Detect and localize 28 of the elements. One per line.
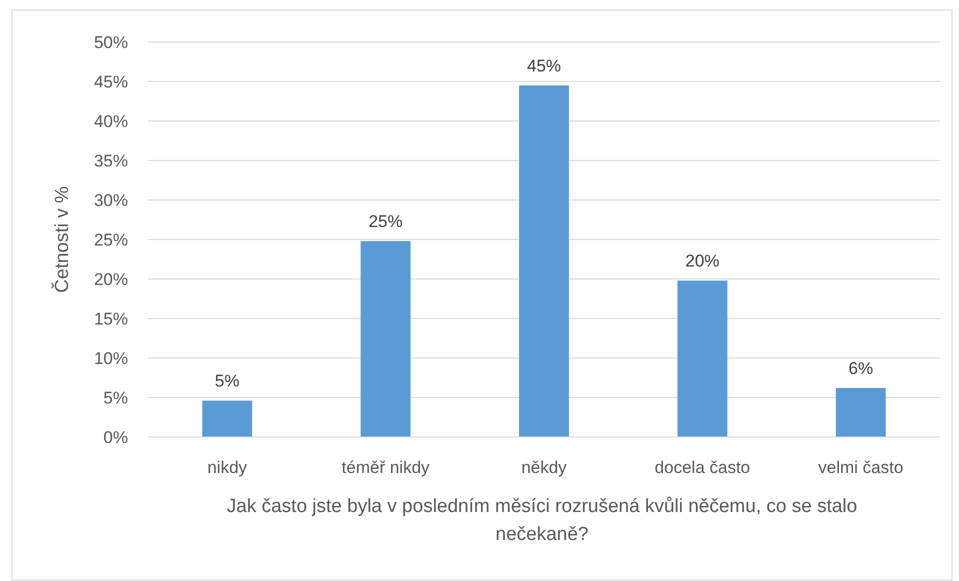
data-label: 20%: [685, 252, 720, 271]
y-tick-label: 45%: [94, 72, 128, 92]
y-tick-label: 30%: [94, 190, 128, 210]
data-label: 5%: [214, 372, 240, 391]
x-tick-label: docela často: [654, 458, 750, 477]
bar: [360, 241, 411, 437]
bar: [836, 388, 886, 437]
bar: [519, 85, 569, 437]
x-tick-label: někdy: [521, 458, 568, 477]
y-axis-title: Četnosti v %: [51, 186, 73, 293]
y-tick-label: 35%: [94, 151, 128, 170]
bar: [677, 280, 728, 437]
y-tick-label: 10%: [94, 348, 128, 368]
data-label: 6%: [848, 359, 874, 378]
y-tick-label: 25%: [94, 230, 128, 250]
bar: [202, 400, 252, 437]
y-tick-label: 20%: [94, 270, 128, 289]
x-axis-title: Jak často jste byla v posledním měsíci rozrušená kvůli něčemu, co se stalo nečekaně?: [226, 496, 858, 545]
y-tick-label: 0%: [103, 428, 128, 447]
x-tick-label: velmi často: [818, 458, 904, 477]
y-tick-label: 5%: [103, 388, 128, 408]
data-label: 25%: [368, 212, 403, 232]
y-tick-label: 15%: [94, 309, 128, 328]
x-tick-label: téměř nikdy: [342, 458, 430, 477]
data-label: 45%: [526, 56, 562, 76]
y-tick-label: 50%: [94, 32, 128, 52]
y-tick-label: 40%: [94, 112, 128, 131]
x-tick-label: nikdy: [207, 458, 248, 477]
